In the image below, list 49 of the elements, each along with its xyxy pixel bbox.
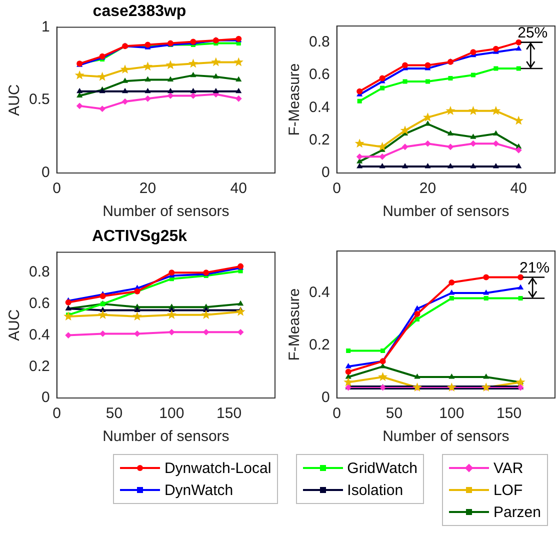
y-tick-label: 0.4 — [28, 326, 50, 344]
y-axis-title: AUC — [6, 84, 24, 116]
y-tick-label: 0.4 — [308, 284, 330, 302]
chart-title: ACTIVSg25k — [92, 228, 188, 246]
legend-label: Isolation — [347, 482, 404, 498]
legend-label: LOF — [493, 482, 523, 498]
x-tick-label: 40 — [510, 180, 527, 198]
x-tick-label: 150 — [496, 405, 522, 422]
x-tick-label: 20 — [139, 180, 156, 198]
y-axis-title: AUC — [6, 309, 24, 341]
y-axis-title: F-Measure — [286, 63, 304, 136]
y-tick-label: 0 — [42, 389, 50, 406]
x-tick-label: 0 — [332, 405, 342, 422]
x-tick-label: 50 — [386, 405, 403, 422]
legend-label: Dynwatch-Local — [164, 460, 272, 476]
y-tick-label: 0.5 — [28, 91, 50, 108]
x-tick-label: 0 — [52, 180, 62, 198]
annotation: 21% — [520, 259, 550, 276]
x-axis-title: Number of sensors — [382, 203, 510, 220]
y-tick-label: 0.2 — [28, 358, 50, 375]
y-tick-label: 0.6 — [308, 66, 330, 84]
y-tick-label: 0 — [322, 164, 330, 182]
y-tick-label: 0.4 — [308, 98, 330, 116]
x-axis-title: Number of sensors — [102, 428, 230, 446]
legend-label: DynWatch — [164, 482, 234, 498]
x-tick-label: 40 — [230, 180, 247, 198]
y-tick-label: 0.2 — [308, 131, 330, 148]
x-tick-label: 0 — [332, 180, 342, 198]
chart-title: case2383wp — [92, 3, 186, 20]
y-tick-label: 0.8 — [308, 33, 330, 50]
x-axis-title: Number of sensors — [382, 428, 510, 446]
legend-label: GridWatch — [347, 460, 418, 476]
x-tick-label: 100 — [439, 405, 464, 422]
y-tick-label: 0.8 — [28, 264, 50, 281]
x-tick-label: 100 — [159, 405, 184, 422]
y-tick-label: 0 — [42, 164, 50, 182]
x-tick-label: 150 — [216, 405, 242, 422]
y-tick-label: 0 — [322, 389, 330, 406]
y-tick-label: 0.6 — [28, 295, 50, 312]
x-axis-title: Number of sensors — [102, 203, 230, 220]
y-tick-label: 0.2 — [308, 336, 330, 354]
legend-label: VAR — [493, 460, 524, 476]
x-tick-label: 50 — [106, 405, 123, 422]
y-axis-title: F-Measure — [286, 288, 304, 361]
x-tick-label: 20 — [419, 180, 436, 198]
x-tick-label: 0 — [52, 405, 62, 422]
annotation: 25% — [518, 24, 548, 42]
y-tick-label: 1 — [42, 18, 50, 36]
legend-label: Parzen — [493, 504, 541, 520]
